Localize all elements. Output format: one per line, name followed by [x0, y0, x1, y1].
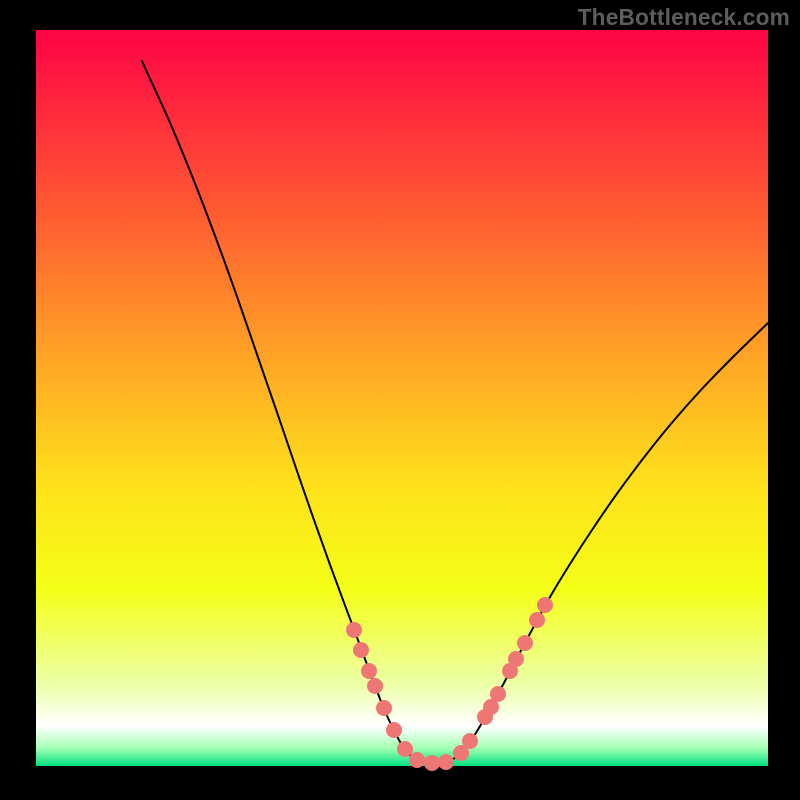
curve-marker: [490, 686, 506, 702]
curve-marker: [361, 663, 377, 679]
curve-marker: [386, 722, 402, 738]
curve-marker: [462, 733, 478, 749]
curve-marker: [438, 754, 454, 770]
curve-marker: [353, 642, 369, 658]
curve-marker: [424, 755, 440, 771]
curve-marker: [397, 741, 413, 757]
curve-marker: [409, 752, 425, 768]
curve-marker: [346, 622, 362, 638]
curve-marker: [508, 651, 524, 667]
chart-stage: TheBottleneck.com: [0, 0, 800, 800]
curve-marker: [367, 678, 383, 694]
chart-svg: [0, 0, 800, 800]
gradient-background: [36, 30, 768, 766]
curve-marker: [537, 597, 553, 613]
watermark-label: TheBottleneck.com: [578, 4, 790, 31]
curve-marker: [376, 700, 392, 716]
curve-marker: [529, 612, 545, 628]
curve-marker: [517, 635, 533, 651]
